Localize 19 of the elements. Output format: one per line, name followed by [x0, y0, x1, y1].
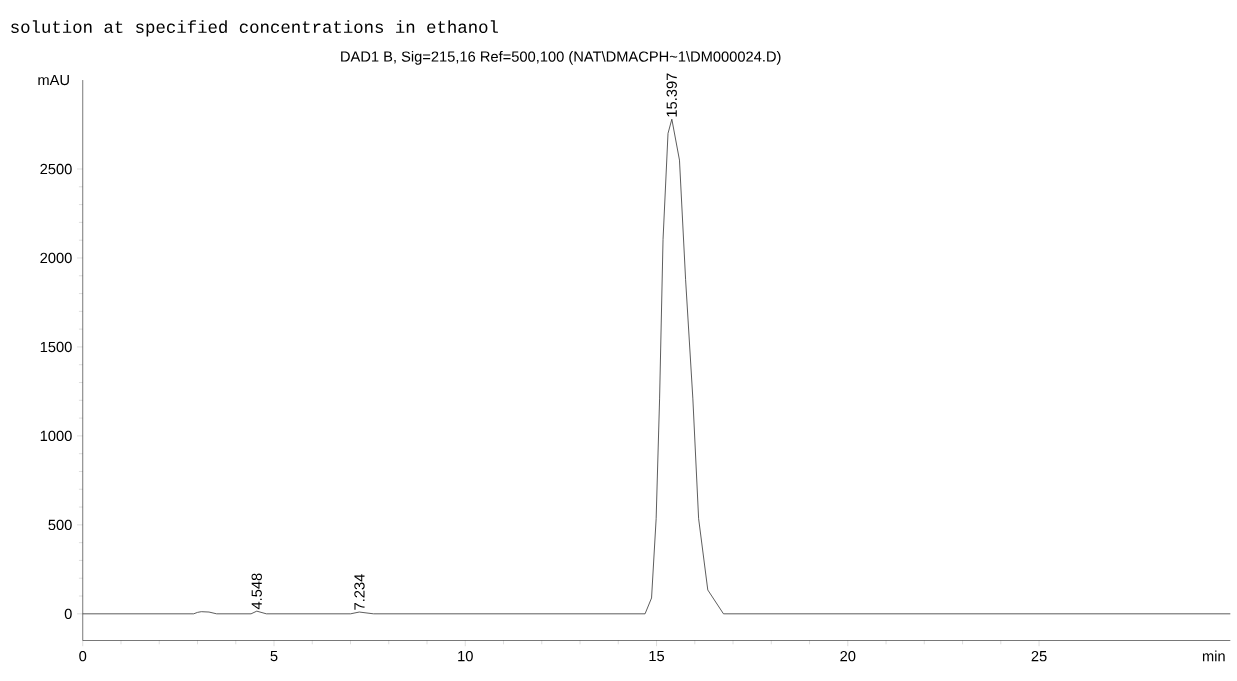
annotation: 4.548 — [251, 573, 262, 610]
x-tick-label: 5 — [270, 651, 278, 662]
x-tick-label: 20 — [840, 651, 856, 662]
y-tick-label: 1500 — [40, 341, 72, 353]
y-tick-label: 2500 — [40, 164, 72, 175]
x-axis-title: min — [1202, 650, 1225, 662]
x-tick-label: 25 — [1031, 651, 1047, 662]
x-tick-label: 10 — [458, 651, 473, 662]
chart-title: DAD1 B, Sig=215,16 Ref=500,100 (NAT\DMACPH~1\DM000024.D) — [341, 51, 781, 65]
y-tick-label: 2000 — [40, 253, 72, 264]
x-tick-label: 15 — [649, 651, 665, 662]
annotation: 15.397 — [666, 73, 677, 117]
y-axis-title: mAU — [38, 75, 69, 86]
y-tick-label: 0 — [64, 608, 72, 620]
y-tick-label: 500 — [48, 519, 72, 531]
x-tick-label: 0 — [79, 651, 87, 662]
annotation: 7.234 — [354, 574, 365, 610]
y-tick-label: 1000 — [40, 430, 72, 442]
text: solution at specified concentrations in ethanol — [11, 20, 498, 37]
